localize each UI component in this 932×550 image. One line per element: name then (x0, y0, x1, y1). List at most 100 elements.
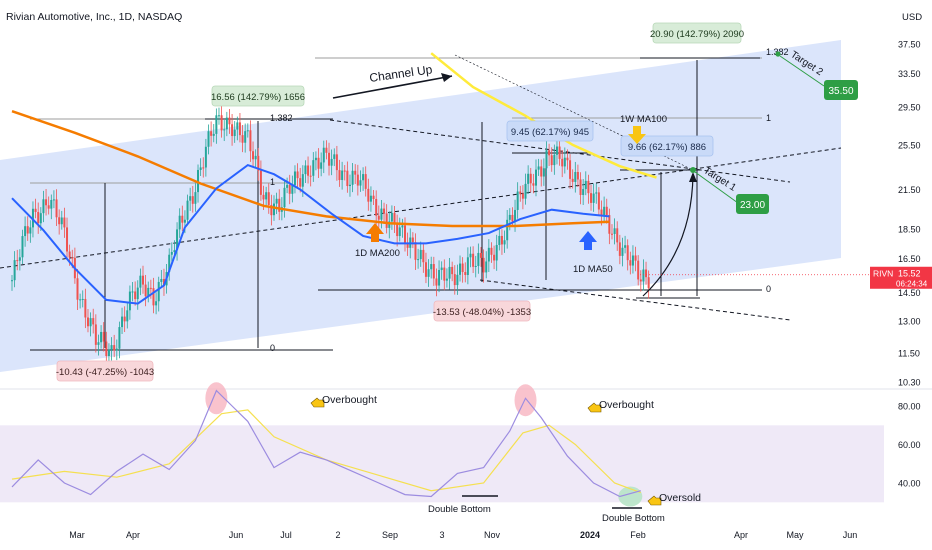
candle (385, 204, 388, 234)
candle-body (181, 215, 184, 223)
candle (435, 268, 438, 297)
candle (55, 189, 58, 226)
price-axis[interactable]: 37.50 33.50 29.50 25.50 21.50 18.50 16.50 14.50… (898, 40, 921, 388)
candle-body (50, 199, 53, 209)
fib-0-left-label: 0 (270, 343, 275, 353)
candle-body (495, 244, 498, 261)
candle-body (215, 115, 218, 134)
candle-body (257, 155, 260, 171)
candle (328, 142, 331, 176)
candle-body (139, 275, 142, 288)
candle (121, 307, 124, 334)
candle (375, 190, 378, 227)
candle-body (417, 259, 420, 261)
candle (424, 252, 427, 284)
candle-body (31, 208, 34, 228)
candle-body (81, 298, 84, 300)
candle-body (267, 192, 270, 205)
candle-body (307, 165, 310, 176)
candle-body (212, 133, 215, 136)
candle (555, 137, 558, 165)
candle-body (540, 166, 543, 177)
candle-body (278, 198, 281, 212)
candle-body (168, 254, 171, 273)
candle-body (223, 129, 226, 131)
candle-body (629, 260, 632, 266)
pointing-hand-icon (310, 397, 325, 408)
candle-body (228, 117, 231, 125)
candle (558, 141, 561, 166)
rsi-axis[interactable]: 80.00 60.00 40.00 (898, 402, 921, 489)
candle-body (411, 237, 414, 243)
candle (341, 161, 344, 190)
candle-body (325, 147, 328, 153)
fib-0-right-label: 0 (766, 284, 771, 294)
candle-body (45, 199, 48, 206)
candle (542, 158, 545, 186)
candle (63, 207, 66, 238)
candle (236, 116, 239, 141)
candle (359, 170, 362, 192)
candle-body (587, 180, 590, 194)
candle-body (220, 115, 223, 131)
candle-body (29, 227, 32, 234)
candle (181, 205, 184, 231)
candle (155, 292, 158, 315)
candle-body (113, 345, 116, 351)
candle (136, 280, 139, 310)
candle-body (330, 158, 333, 166)
candle (134, 281, 137, 306)
candle-body (524, 183, 527, 199)
candle-body (369, 195, 372, 202)
candle (228, 108, 231, 134)
rsi-pane: Overbought Overbought Oversold Double Botto… (0, 382, 884, 524)
candle (390, 205, 393, 230)
candle-body (126, 310, 129, 322)
candle-body (13, 260, 16, 281)
candle-body (92, 318, 95, 325)
candle (477, 243, 480, 274)
candle (393, 206, 396, 234)
candle-body (367, 188, 370, 202)
measure-rise-mid-text: 9.45 (62.17%) 945 (511, 127, 589, 138)
time-tick-label: Mar (69, 530, 85, 540)
candle-body (320, 162, 323, 169)
candle-body (597, 192, 600, 210)
candle (445, 268, 448, 288)
candle (597, 187, 600, 216)
price-tick-label: 29.50 (898, 102, 921, 112)
candle-body (466, 257, 469, 275)
candle (545, 140, 548, 176)
candle-body (333, 154, 336, 159)
candle-body (616, 228, 619, 243)
candle-body (183, 219, 186, 223)
candle-body (445, 278, 448, 281)
candle (629, 251, 632, 275)
fib-1-right-label: 1 (766, 113, 771, 123)
candle-body (448, 266, 451, 279)
candle (199, 158, 202, 176)
candle (257, 147, 260, 181)
rsi-tick-label: 60.00 (898, 440, 921, 450)
candle (312, 152, 315, 182)
candle (479, 247, 482, 267)
candle-body (527, 173, 530, 184)
candle (487, 239, 490, 273)
candle (582, 179, 585, 206)
candle-body (469, 253, 472, 258)
time-tick-label: May (786, 530, 804, 540)
candle (621, 237, 624, 267)
candle-body (252, 151, 255, 160)
candle (207, 124, 210, 155)
candle (275, 192, 278, 215)
candle-body (563, 157, 566, 167)
candle-body (217, 115, 220, 117)
candle (231, 114, 234, 146)
candle-body (390, 212, 393, 222)
candle (587, 174, 590, 204)
candle (398, 217, 401, 242)
candle-body (241, 135, 244, 143)
time-axis[interactable]: Mar Apr Jun Jul 2 Sep 3 Nov 2024 Feb Apr May Jun (69, 530, 857, 540)
price-tick-label: 11.50 (898, 349, 920, 359)
